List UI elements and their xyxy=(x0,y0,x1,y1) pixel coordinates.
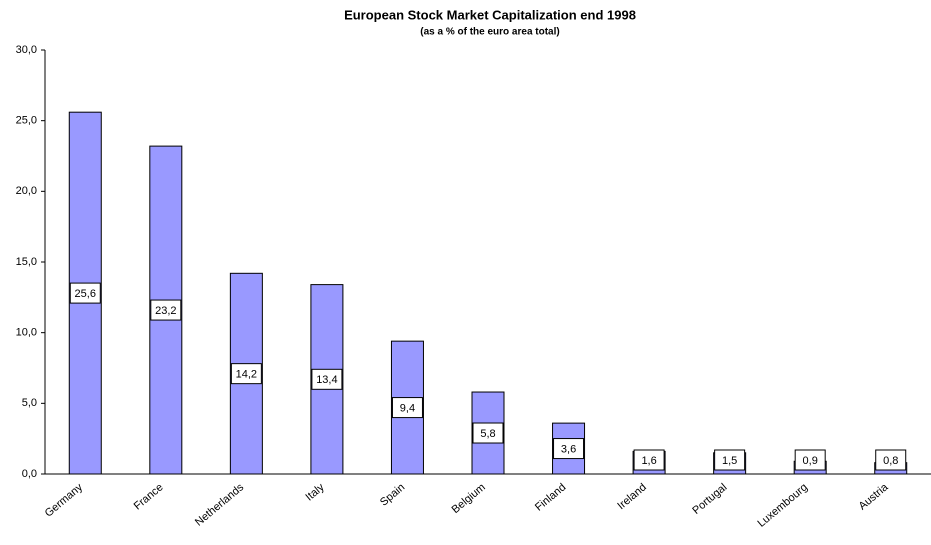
x-tick-label: Netherlands xyxy=(193,481,247,529)
value-label: 9,4 xyxy=(400,402,415,414)
value-label: 5,8 xyxy=(480,428,495,440)
y-tick-label: 30,0 xyxy=(16,44,37,56)
value-label: 23,2 xyxy=(155,305,176,317)
y-tick-label: 20,0 xyxy=(16,185,37,197)
chart-subtitle: (as a % of the euro area total) xyxy=(420,27,559,38)
value-label-box xyxy=(311,368,343,390)
value-label-box xyxy=(150,299,182,321)
value-label: 1,5 xyxy=(722,455,737,467)
value-label-box xyxy=(391,397,423,419)
y-tick-label: 25,0 xyxy=(16,115,37,127)
x-tick-label: Portugal xyxy=(690,481,729,517)
value-label-box xyxy=(472,422,504,444)
value-label: 13,4 xyxy=(316,374,337,386)
x-tick-label: Ireland xyxy=(615,481,648,512)
x-tick-label: Austria xyxy=(857,481,892,513)
x-tick-label: Luxembourg xyxy=(755,481,810,530)
value-label: 25,6 xyxy=(75,288,96,300)
value-label-box xyxy=(633,449,665,471)
value-label-box xyxy=(69,282,101,304)
x-tick-label: France xyxy=(132,481,166,512)
x-tick-label: Spain xyxy=(378,481,407,508)
chart-title: European Stock Market Capitalization end… xyxy=(344,7,636,22)
y-tick-label: 0,0 xyxy=(22,468,37,480)
x-tick-label: Belgium xyxy=(450,481,488,516)
value-label: 3,6 xyxy=(561,443,576,455)
y-tick-label: 15,0 xyxy=(16,256,37,268)
y-tick-label: 5,0 xyxy=(22,397,37,409)
x-tick-label: Italy xyxy=(304,481,328,503)
x-tick-label: Germany xyxy=(43,481,86,520)
value-label: 0,8 xyxy=(883,455,898,467)
y-tick-label: 10,0 xyxy=(16,327,37,339)
value-label: 0,9 xyxy=(803,455,818,467)
value-label-box xyxy=(714,449,746,471)
value-label-box xyxy=(875,449,907,471)
value-label-box xyxy=(553,438,585,460)
value-label-box xyxy=(794,449,826,471)
x-tick-label: Finland xyxy=(533,481,568,513)
value-label: 14,2 xyxy=(236,369,257,381)
value-label-box xyxy=(230,363,262,385)
value-label: 1,6 xyxy=(641,455,656,467)
